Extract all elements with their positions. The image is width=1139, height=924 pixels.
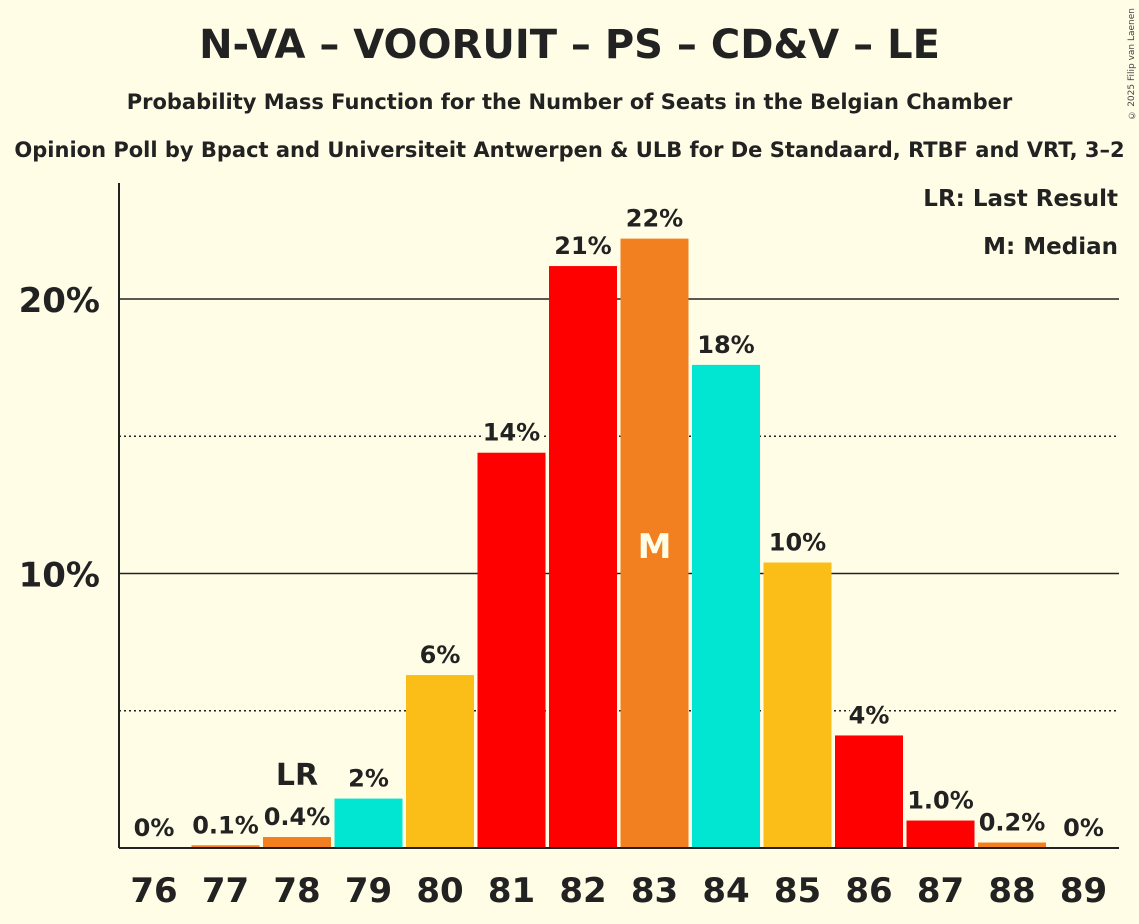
bar-84 [692, 364, 760, 848]
bar-77 [191, 845, 260, 848]
y-tick-label: 20% [19, 281, 100, 321]
bar-85 [763, 562, 832, 848]
x-tick-label-85: 85 [774, 871, 821, 911]
bar-88 [978, 842, 1046, 848]
bar-86 [835, 735, 903, 848]
value-label-88: 0.2% [979, 809, 1046, 837]
bar-81 [477, 452, 546, 848]
value-label-80: 6% [420, 641, 461, 669]
bar-83 [620, 238, 689, 849]
bar-87 [906, 820, 975, 848]
value-label-78: 0.4% [264, 803, 331, 831]
x-tick-label-80: 80 [416, 871, 463, 911]
value-label-89: 0% [1063, 814, 1104, 842]
chart-subtitle: Probability Mass Function for the Number… [126, 90, 1013, 114]
chart-title: N-VA – VOORUIT – PS – CD&V – LE [199, 22, 940, 68]
value-label-86: 4% [849, 701, 890, 729]
median-marker: M [638, 527, 672, 567]
value-label-76: 0% [134, 814, 175, 842]
legend-median: M: Median [983, 234, 1118, 260]
bar-78 [263, 837, 331, 848]
poll-description: Opinion Poll by Bpact and Universiteit A… [14, 138, 1125, 162]
x-tick-label-89: 89 [1060, 871, 1107, 911]
x-tick-label-81: 81 [488, 871, 535, 911]
value-label-83: 22% [626, 205, 683, 233]
bar-80 [406, 675, 474, 848]
x-tick-label-82: 82 [559, 871, 606, 911]
value-label-79: 2% [348, 765, 389, 793]
value-label-87: 1.0% [907, 787, 974, 815]
x-tick-label-87: 87 [917, 871, 964, 911]
x-tick-label-86: 86 [845, 871, 892, 911]
value-label-85: 10% [769, 529, 826, 557]
x-tick-label-79: 79 [345, 871, 392, 911]
x-tick-label-76: 76 [130, 871, 177, 911]
y-tick-label: 10% [19, 556, 100, 596]
x-tick-label-84: 84 [702, 871, 749, 911]
x-tick-label-88: 88 [988, 871, 1035, 911]
x-tick-label-77: 77 [202, 871, 249, 911]
value-label-84: 18% [697, 331, 754, 359]
value-label-81: 14% [483, 419, 540, 447]
last-result-marker: LR [276, 758, 318, 793]
x-tick-label-78: 78 [273, 871, 320, 911]
legend-last-result: LR: Last Result [923, 186, 1118, 212]
value-label-77: 0.1% [192, 811, 259, 839]
x-tick-label-83: 83 [631, 871, 678, 911]
bar-79 [334, 798, 403, 848]
value-label-82: 21% [554, 232, 611, 260]
bar-82 [549, 266, 617, 848]
